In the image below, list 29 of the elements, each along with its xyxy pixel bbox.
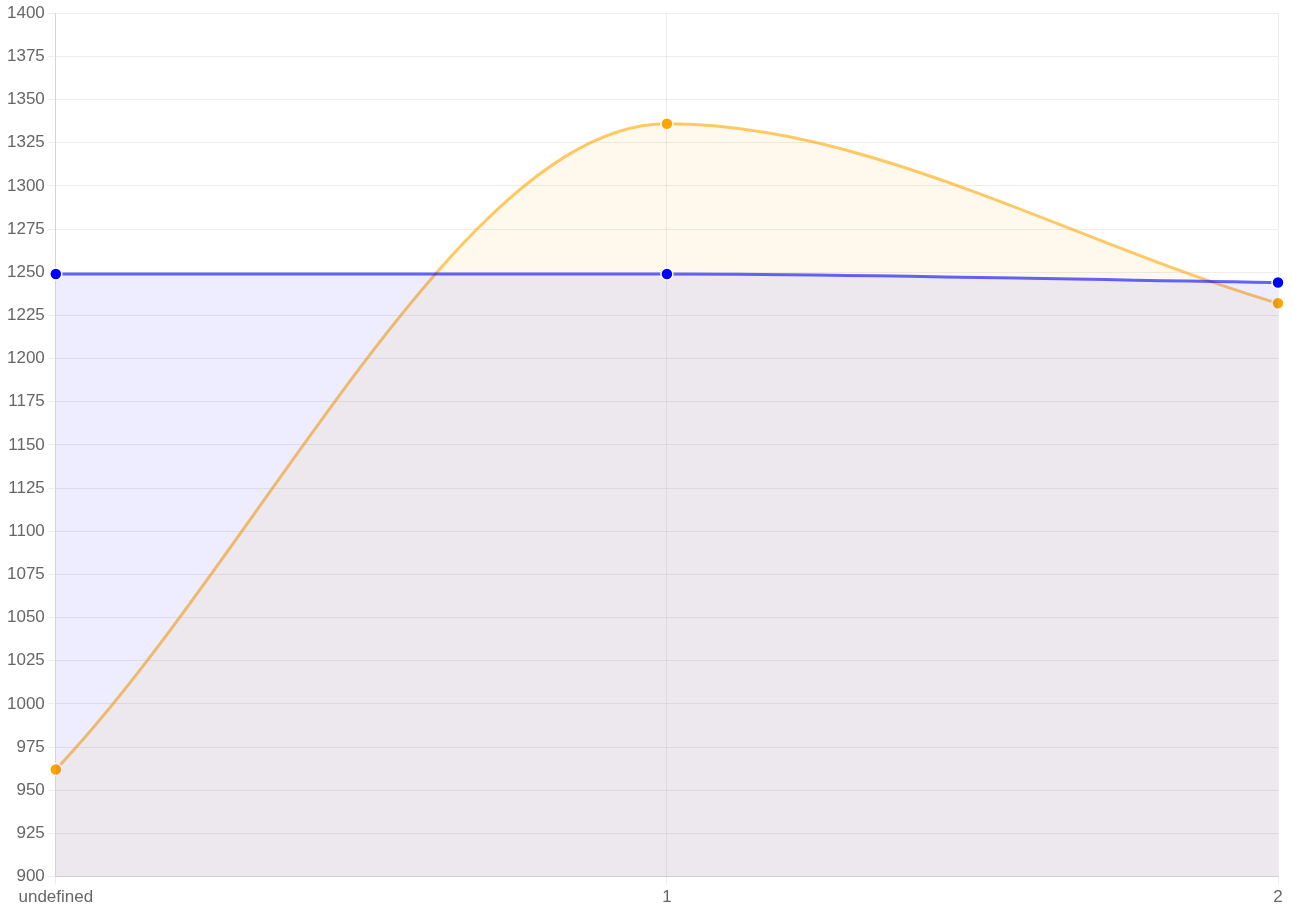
- y-tick-label: 1325: [6, 132, 45, 152]
- y-tick-label: 1350: [6, 89, 45, 109]
- y-tick-label: 1300: [6, 175, 45, 195]
- y-tick-label: 1075: [6, 564, 45, 584]
- point: [49, 762, 63, 777]
- x-tick-label: 2: [1273, 887, 1283, 907]
- y-tick-label: 1175: [8, 391, 45, 411]
- y-tick-label: 1100: [8, 520, 45, 540]
- y-tick-label: 900: [16, 866, 45, 886]
- point: [1271, 296, 1285, 311]
- y-tick-label: 925: [16, 823, 45, 843]
- y-tick-label: 1125: [8, 477, 45, 497]
- y-tick-label: 1025: [6, 650, 45, 670]
- y-tick-label: 1375: [6, 46, 45, 66]
- y-tick-label: 1000: [6, 693, 45, 713]
- y-tick-label: 1275: [6, 218, 45, 238]
- x-tick-label: 1: [662, 887, 672, 907]
- y-tick-label: 1400: [6, 2, 45, 22]
- point: [1271, 275, 1285, 290]
- x-tick-label: undefined: [18, 887, 94, 907]
- point: [660, 116, 674, 131]
- y-tick-label: 1225: [6, 305, 45, 325]
- y-tick-label: 1050: [6, 607, 45, 627]
- y-tick-label: 950: [16, 779, 45, 799]
- y-tick-label: 1150: [8, 434, 45, 454]
- y-tick-label: 1200: [6, 348, 45, 368]
- point: [660, 267, 674, 281]
- y-tick-label: 1250: [6, 261, 45, 281]
- y-tick-label: 975: [16, 736, 45, 756]
